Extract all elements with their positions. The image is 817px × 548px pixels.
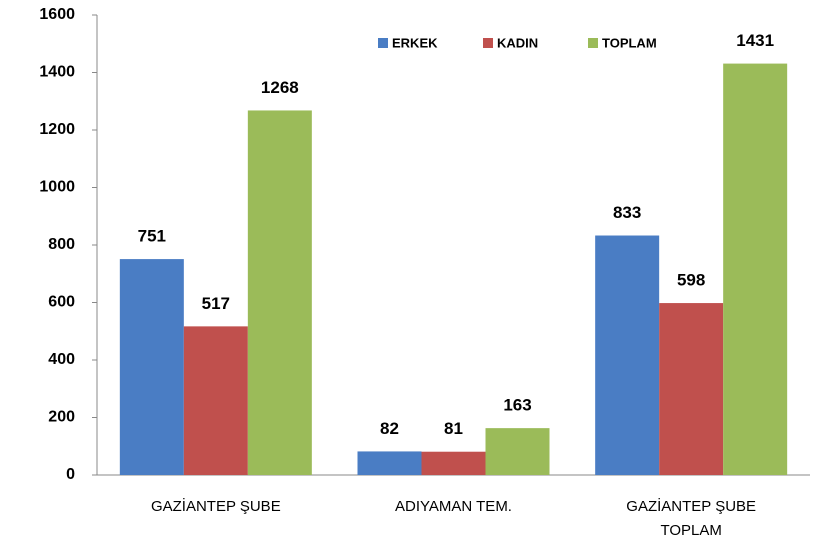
legend-swatch: [588, 38, 598, 48]
legend-label: KADIN: [497, 35, 538, 50]
bar: [485, 428, 550, 475]
bar: [659, 303, 724, 475]
data-label: 751: [138, 227, 166, 246]
x-tick-label: GAZİANTEP ŞUBE: [151, 497, 281, 515]
y-tick-label: 1600: [39, 6, 75, 23]
bar: [357, 451, 422, 475]
bar: [183, 326, 248, 475]
y-tick-label: 600: [48, 294, 75, 311]
bar: [723, 63, 788, 476]
data-label: 81: [444, 419, 463, 438]
x-tick-label: GAZİANTEP ŞUBE TOPLAM: [626, 497, 756, 539]
y-tick-label: 400: [48, 351, 75, 368]
bar: [595, 235, 660, 475]
y-tick-label: 1000: [39, 179, 75, 196]
data-label: 598: [677, 271, 705, 290]
x-tick-label: ADIYAMAN TEM.: [395, 498, 512, 515]
y-tick-label: 800: [48, 236, 75, 253]
legend-label: ERKEK: [392, 35, 438, 50]
data-label: 1431: [736, 31, 774, 50]
data-label: 82: [380, 419, 399, 438]
data-label: 833: [613, 203, 641, 222]
y-tick-label: 1200: [39, 121, 75, 138]
bar: [119, 259, 184, 475]
data-label: 517: [202, 294, 230, 313]
data-label: 1268: [261, 78, 299, 97]
legend-swatch: [483, 38, 493, 48]
y-tick-label: 0: [66, 466, 75, 483]
legend-label: TOPLAM: [602, 35, 657, 50]
bar: [247, 110, 312, 475]
bar: [421, 451, 486, 475]
legend-swatch: [378, 38, 388, 48]
data-label: 163: [503, 396, 531, 415]
y-tick-label: 1400: [39, 64, 75, 81]
y-tick-label: 200: [48, 409, 75, 426]
